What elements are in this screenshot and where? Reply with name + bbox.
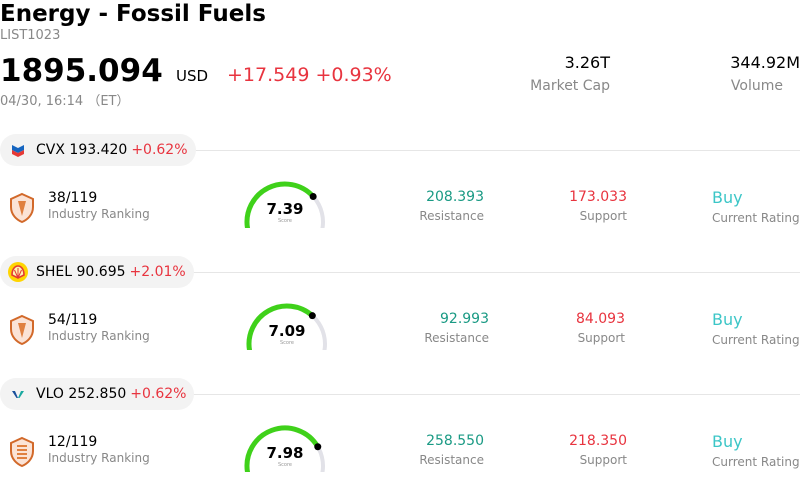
index-change: +17.549 +0.93% [227, 64, 392, 86]
stock-section-cvx: CVX 193.420 +0.62% 38/119 Industry Ranki… [0, 134, 800, 256]
timestamp: 04/30, 16:14 （ET） [0, 94, 130, 109]
market-cap-value: 3.26T [564, 53, 610, 72]
currency-label: USD [176, 67, 209, 85]
score-value: 7.39 [266, 200, 304, 218]
score-gauge: 7.98 Score [240, 422, 330, 476]
market-cap-label: Market Cap [530, 78, 610, 94]
score-gauge: 7.39 Score [240, 178, 330, 232]
gauge-fill [244, 181, 316, 232]
divider [190, 272, 800, 273]
chevron-logo-icon [8, 140, 28, 160]
stock-change: +0.62% [130, 386, 187, 402]
rating-value[interactable]: Buy [712, 188, 743, 207]
gauge-fill [246, 303, 315, 354]
support-value: 84.093 [576, 311, 625, 327]
divider [190, 394, 800, 395]
ticker: SHEL [36, 264, 73, 280]
index-price: 1895.094 [0, 53, 163, 89]
shell-logo-icon [8, 262, 28, 282]
score-label: Score [277, 218, 292, 224]
industry-rank: 12/119 [48, 434, 98, 450]
industry-rank-label: Industry Ranking [48, 451, 150, 465]
stock-change: +2.01% [129, 264, 186, 280]
resistance-label: Resistance [424, 331, 489, 345]
resistance-label: Resistance [419, 453, 484, 467]
ranking-shield-icon [8, 314, 36, 350]
ranking-shield-icon [8, 192, 36, 228]
ranking-shield-icon [8, 436, 36, 472]
stock-pill-shel[interactable]: SHEL 90.695 +2.01% [0, 256, 194, 288]
resistance-label: Resistance [419, 209, 484, 223]
rating-label: Current Rating [712, 455, 800, 469]
support-label: Support [579, 209, 627, 223]
support-label: Support [577, 331, 625, 345]
gauge-marker [309, 192, 317, 200]
support-value: 218.350 [569, 433, 627, 449]
divider [190, 150, 800, 151]
stock-price: 90.695 [76, 264, 126, 280]
ticker: VLO [36, 386, 64, 402]
rating-label: Current Rating [712, 333, 800, 347]
resistance-value: 92.993 [440, 311, 489, 327]
stock-pill-vlo[interactable]: VLO 252.850 +0.62% [0, 378, 195, 410]
support-label: Support [579, 453, 627, 467]
stock-section-shel: SHEL 90.695 +2.01% 54/119 Industry Ranki… [0, 256, 800, 378]
stock-price: 252.850 [68, 386, 127, 402]
stock-section-vlo: VLO 252.850 +0.62% 12/119 Industry Ranki… [0, 378, 800, 500]
industry-rank: 38/119 [48, 190, 98, 206]
rating-label: Current Rating [712, 211, 800, 225]
volume-value: 344.92M [730, 53, 800, 72]
ticker: CVX [36, 142, 65, 158]
stock-pill-cvx[interactable]: CVX 193.420 +0.62% [0, 134, 196, 166]
resistance-value: 208.393 [426, 189, 484, 205]
score-label: Score [279, 340, 294, 346]
volume-label: Volume [730, 78, 783, 94]
support-value: 173.033 [569, 189, 627, 205]
industry-rank: 54/119 [48, 312, 98, 328]
valero-logo-icon [8, 384, 28, 404]
stock-price: 193.420 [69, 142, 128, 158]
score-label: Score [277, 462, 292, 468]
rating-value[interactable]: Buy [712, 310, 743, 329]
gauge-marker [314, 443, 322, 451]
resistance-value: 258.550 [426, 433, 484, 449]
industry-rank-label: Industry Ranking [48, 329, 150, 343]
industry-rank-label: Industry Ranking [48, 207, 150, 221]
list-code: LIST1023 [0, 28, 61, 43]
page-title: Energy - Fossil Fuels [0, 1, 266, 27]
score-gauge: 7.09 Score [242, 300, 332, 354]
stock-change: +0.62% [131, 142, 188, 158]
score-value: 7.98 [266, 444, 304, 462]
score-value: 7.09 [268, 322, 306, 340]
gauge-marker [308, 312, 316, 320]
gauge-fill [244, 425, 321, 476]
rating-value[interactable]: Buy [712, 432, 743, 451]
